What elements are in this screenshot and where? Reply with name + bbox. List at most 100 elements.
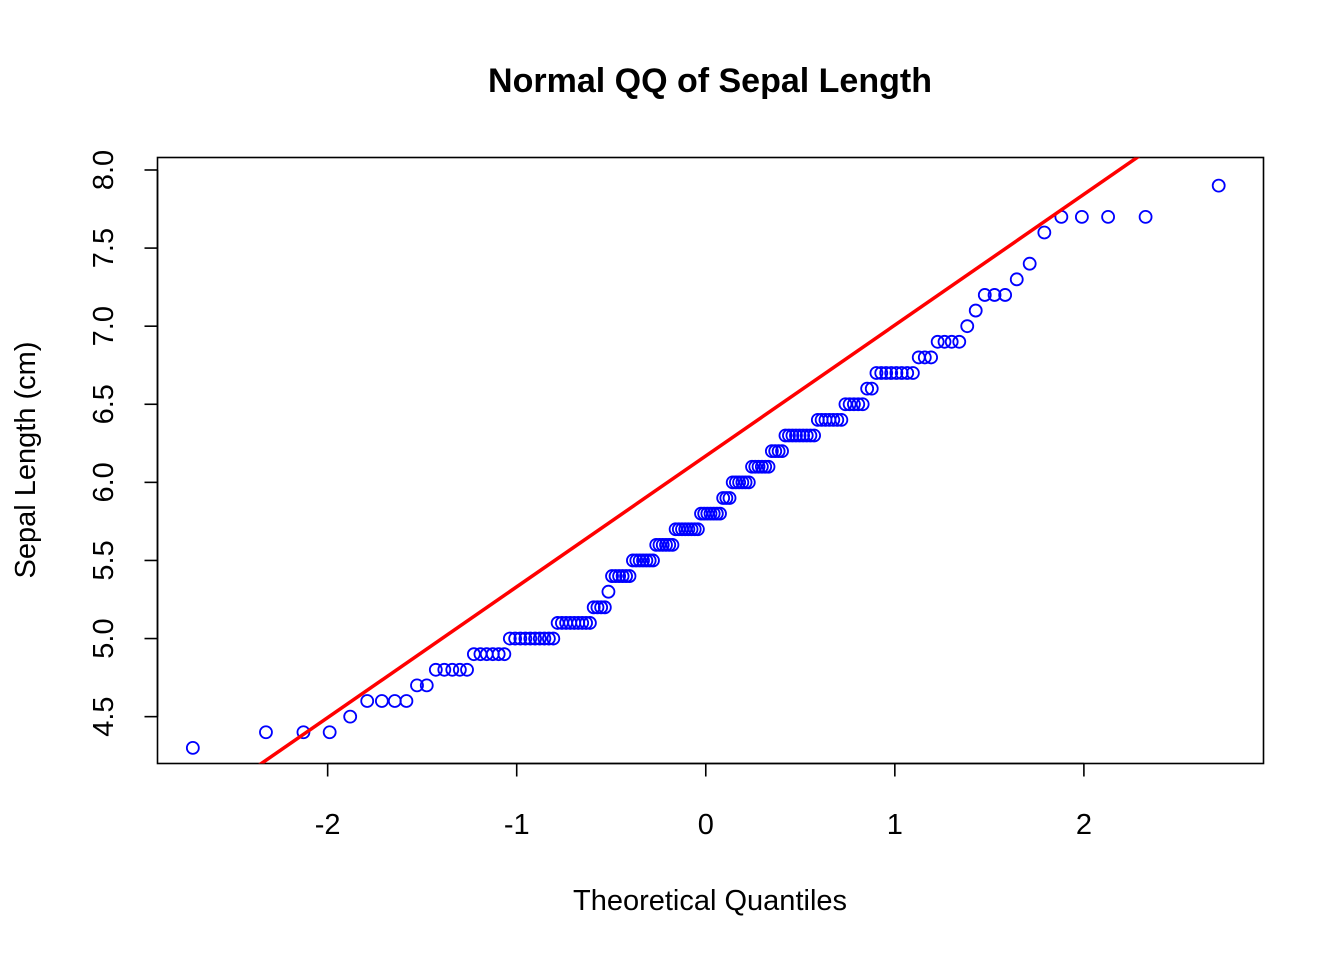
- data-point: [622, 569, 637, 583]
- data-point: [1211, 178, 1226, 193]
- x-tick-label: -2: [315, 809, 341, 841]
- data-point: [410, 678, 424, 693]
- x-tick-label: 1: [887, 809, 903, 841]
- data-point: [879, 366, 894, 380]
- data-point: [513, 631, 528, 646]
- data-point: [889, 366, 904, 380]
- data-point: [1101, 209, 1116, 224]
- data-point: [419, 678, 434, 693]
- data-point: [528, 631, 543, 646]
- data-point: [826, 412, 841, 427]
- data-point: [851, 397, 866, 412]
- reference-line-group: [258, 157, 1141, 764]
- data-point: [799, 428, 814, 443]
- data-point: [646, 553, 660, 568]
- data-point: [792, 428, 807, 443]
- x-tick-label: 0: [698, 809, 714, 841]
- y-tick-label: 5.5: [88, 540, 120, 580]
- data-point: [917, 350, 932, 365]
- data-point: [924, 350, 938, 365]
- y-tick-label: 7.0: [88, 306, 120, 346]
- x-axis: -2 -1 0 1 2: [315, 762, 1092, 841]
- data-point: [864, 381, 879, 396]
- data-point: [259, 725, 273, 740]
- data-point: [583, 616, 597, 630]
- data-point: [960, 319, 975, 334]
- data-point: [665, 537, 680, 552]
- data-point: [597, 600, 612, 615]
- data-point: [1009, 272, 1024, 287]
- data-point: [930, 334, 945, 349]
- data-point: [1138, 209, 1153, 224]
- y-tick-label: 5.0: [88, 618, 120, 658]
- data-point: [612, 569, 627, 583]
- data-point: [537, 631, 552, 646]
- y-tick-label: 8.0: [88, 150, 120, 190]
- data-point: [874, 366, 889, 380]
- data-point: [860, 381, 875, 396]
- data-point: [594, 600, 609, 615]
- data-point: [360, 694, 375, 708]
- data-point: [601, 584, 616, 599]
- data-point: [1037, 225, 1052, 240]
- data-point: [619, 569, 633, 583]
- data-point: [987, 288, 1002, 302]
- data-point: [834, 412, 849, 427]
- data-point: [847, 397, 861, 412]
- data-point: [579, 616, 593, 630]
- data-point: [615, 569, 630, 583]
- data-point: [374, 694, 389, 708]
- data-point: [884, 366, 899, 380]
- y-tick-label: 7.5: [88, 228, 120, 268]
- data-point: [185, 740, 200, 755]
- data-point: [428, 662, 443, 677]
- data-point: [508, 631, 523, 646]
- data-point: [968, 303, 983, 318]
- data-point: [900, 366, 915, 380]
- data-point: [343, 709, 358, 724]
- data-point: [518, 631, 533, 646]
- data-point: [785, 428, 800, 443]
- data-point: [842, 397, 857, 412]
- data-point: [690, 522, 705, 537]
- chart-title: Normal QQ of Sepal Length: [488, 62, 932, 100]
- data-point: [437, 662, 452, 677]
- data-point: [387, 694, 402, 708]
- data-point: [322, 725, 337, 740]
- data-point: [713, 506, 727, 521]
- data-point: [952, 334, 967, 349]
- data-point: [775, 444, 789, 459]
- data-point: [1074, 209, 1089, 224]
- data-point: [830, 412, 845, 427]
- data-point: [771, 444, 786, 459]
- data-point: [1022, 256, 1037, 271]
- reference-line: [258, 157, 1141, 764]
- data-point: [590, 600, 605, 615]
- data-point: [399, 694, 414, 708]
- data-point: [523, 631, 538, 646]
- y-tick-label: 6.0: [88, 462, 120, 502]
- data-point: [541, 631, 556, 646]
- data-point: [803, 428, 818, 443]
- data-points: [185, 178, 1226, 755]
- x-axis-label: Theoretical Quantiles: [573, 885, 847, 917]
- data-point: [905, 366, 920, 380]
- data-point: [575, 616, 590, 630]
- data-point: [460, 662, 474, 677]
- data-point: [796, 428, 811, 443]
- data-point: [722, 491, 737, 505]
- data-point: [445, 662, 460, 677]
- data-point: [789, 428, 803, 443]
- data-point: [778, 428, 793, 443]
- data-point: [532, 631, 547, 646]
- data-point: [502, 631, 517, 646]
- data-point: [977, 288, 992, 302]
- data-point: [869, 366, 884, 380]
- data-point: [497, 647, 512, 662]
- data-point: [807, 428, 821, 443]
- data-point: [605, 569, 619, 583]
- data-point: [944, 334, 959, 349]
- data-point: [761, 459, 776, 474]
- data-point: [546, 631, 561, 646]
